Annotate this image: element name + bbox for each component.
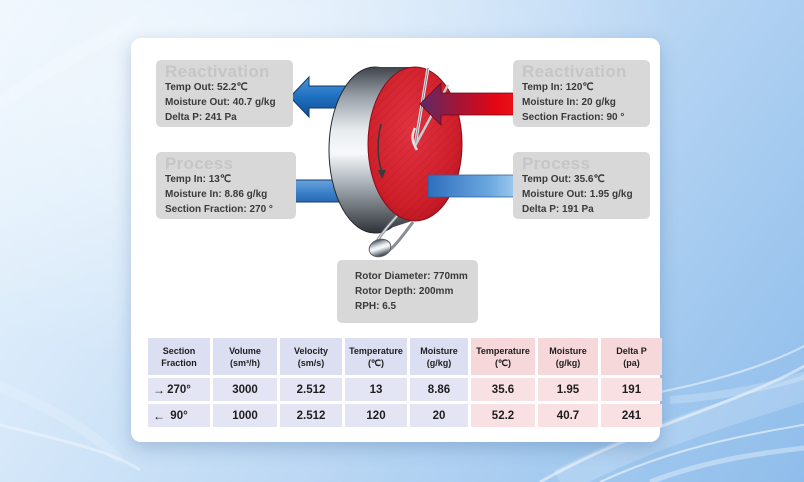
panel-title: Process bbox=[165, 154, 234, 173]
cell-value: 191 bbox=[601, 378, 662, 401]
cell-value: 1.95 bbox=[538, 378, 598, 401]
temp-out-value: Temp Out: 52.2℃ bbox=[165, 82, 248, 93]
header-line: (g/kg) bbox=[555, 357, 581, 368]
cell-value: 90° bbox=[170, 409, 188, 422]
rph-value: RPH: 6.5 bbox=[355, 301, 397, 312]
cell-value: 20 bbox=[410, 404, 468, 427]
delta-p-value: Delta P: 191 Pa bbox=[522, 204, 594, 215]
header-line: Temperature bbox=[349, 345, 403, 356]
moisture-in-value: Moisture In: 20 g/kg bbox=[522, 97, 616, 108]
col-header-temperature-react: Temperature (℃) bbox=[471, 338, 535, 375]
cell-value: 1000 bbox=[213, 404, 277, 427]
col-header-section-fraction: Section Fraction bbox=[148, 338, 210, 375]
left-arrow-icon: ← bbox=[153, 408, 165, 423]
cell-value: 270° bbox=[167, 383, 191, 396]
header-line: (℃) bbox=[494, 357, 512, 368]
drive-belt-pulley bbox=[368, 214, 415, 258]
panel-title: Reactivation bbox=[522, 62, 627, 81]
col-header-volume: Volume (sm³/h) bbox=[213, 338, 277, 375]
cell-value: 120 bbox=[345, 404, 407, 427]
rotor-wheel bbox=[328, 66, 463, 234]
cell-value: 35.6 bbox=[471, 378, 535, 401]
results-table: Section Fraction Volume (sm³/h) Velocity… bbox=[148, 338, 662, 427]
rotor-depth-value: Rotor Depth: 200mm bbox=[355, 286, 454, 297]
col-header-temperature-process: Temperature (℃) bbox=[345, 338, 407, 375]
header-line: (pa) bbox=[623, 357, 640, 368]
reactivation-out-panel: Reactivation Temp Out: 52.2℃ Moisture Ou… bbox=[156, 60, 293, 127]
cell-value: 52.2 bbox=[471, 404, 535, 427]
header-line: Section bbox=[162, 345, 196, 356]
header-line: Delta P bbox=[616, 345, 647, 356]
section-fraction-value: Section Fraction: 90 ° bbox=[522, 112, 625, 123]
reactivation-in-panel: Reactivation Temp In: 120℃ Moisture In: … bbox=[513, 60, 650, 127]
rotation-arrow-icon bbox=[377, 123, 386, 179]
cell-value: 13 bbox=[345, 378, 407, 401]
simulation-panel: Reactivation Temp Out: 52.2℃ Moisture Ou… bbox=[131, 38, 662, 442]
header-line: Fraction bbox=[161, 357, 197, 368]
right-arrow-icon: → bbox=[153, 382, 165, 397]
cell-value: 2.512 bbox=[280, 378, 342, 401]
header-line: (sm³/h) bbox=[230, 357, 260, 368]
temp-in-value: Temp In: 13℃ bbox=[165, 174, 232, 185]
delta-p-value: Delta P: 241 Pa bbox=[165, 112, 237, 123]
panel-title: Reactivation bbox=[165, 62, 270, 81]
cell-value: 241 bbox=[601, 404, 662, 427]
moisture-in-value: Moisture In: 8.86 g/kg bbox=[165, 189, 268, 200]
col-header-delta-p: Delta P (pa) bbox=[601, 338, 662, 375]
cell-value: 3000 bbox=[213, 378, 277, 401]
table-row-react-section: ← 90° bbox=[148, 404, 210, 427]
cell-value: 40.7 bbox=[538, 404, 598, 427]
rotor-specs-panel: Rotor Diameter: 770mm Rotor Depth: 200mm… bbox=[337, 260, 478, 323]
rotor-diameter-value: Rotor Diameter: 770mm bbox=[355, 271, 468, 282]
moisture-out-value: Moisture Out: 1.95 g/kg bbox=[522, 189, 633, 200]
temp-in-value: Temp In: 120℃ bbox=[522, 82, 594, 93]
header-line: (sm/s) bbox=[297, 357, 325, 368]
temp-out-value: Temp Out: 35.6℃ bbox=[522, 174, 605, 185]
header-line: Moisture bbox=[420, 345, 458, 356]
cell-value: 8.86 bbox=[410, 378, 468, 401]
header-line: Temperature bbox=[476, 345, 530, 356]
col-header-moisture-process: Moisture (g/kg) bbox=[410, 338, 468, 375]
process-in-panel: Process Temp In: 13℃ Moisture In: 8.86 g… bbox=[156, 152, 296, 219]
process-out-panel: Process Temp Out: 35.6℃ Moisture Out: 1.… bbox=[513, 152, 650, 219]
header-line: Velocity bbox=[293, 345, 329, 356]
rotor-diagram bbox=[289, 66, 540, 258]
cell-value: 2.512 bbox=[280, 404, 342, 427]
header-line: (g/kg) bbox=[426, 357, 452, 368]
col-header-moisture-react: Moisture (g/kg) bbox=[538, 338, 598, 375]
table-row-process-section: → 270° bbox=[148, 378, 210, 401]
reactivation-in-arrow-icon bbox=[419, 82, 529, 126]
header-line: Moisture bbox=[549, 345, 587, 356]
col-header-velocity: Velocity (sm/s) bbox=[280, 338, 342, 375]
header-line: Volume bbox=[229, 345, 261, 356]
moisture-out-value: Moisture Out: 40.7 g/kg bbox=[165, 97, 276, 108]
header-line: (℃) bbox=[367, 357, 385, 368]
panel-title: Process bbox=[522, 154, 591, 173]
section-fraction-value: Section Fraction: 270 ° bbox=[165, 204, 273, 215]
